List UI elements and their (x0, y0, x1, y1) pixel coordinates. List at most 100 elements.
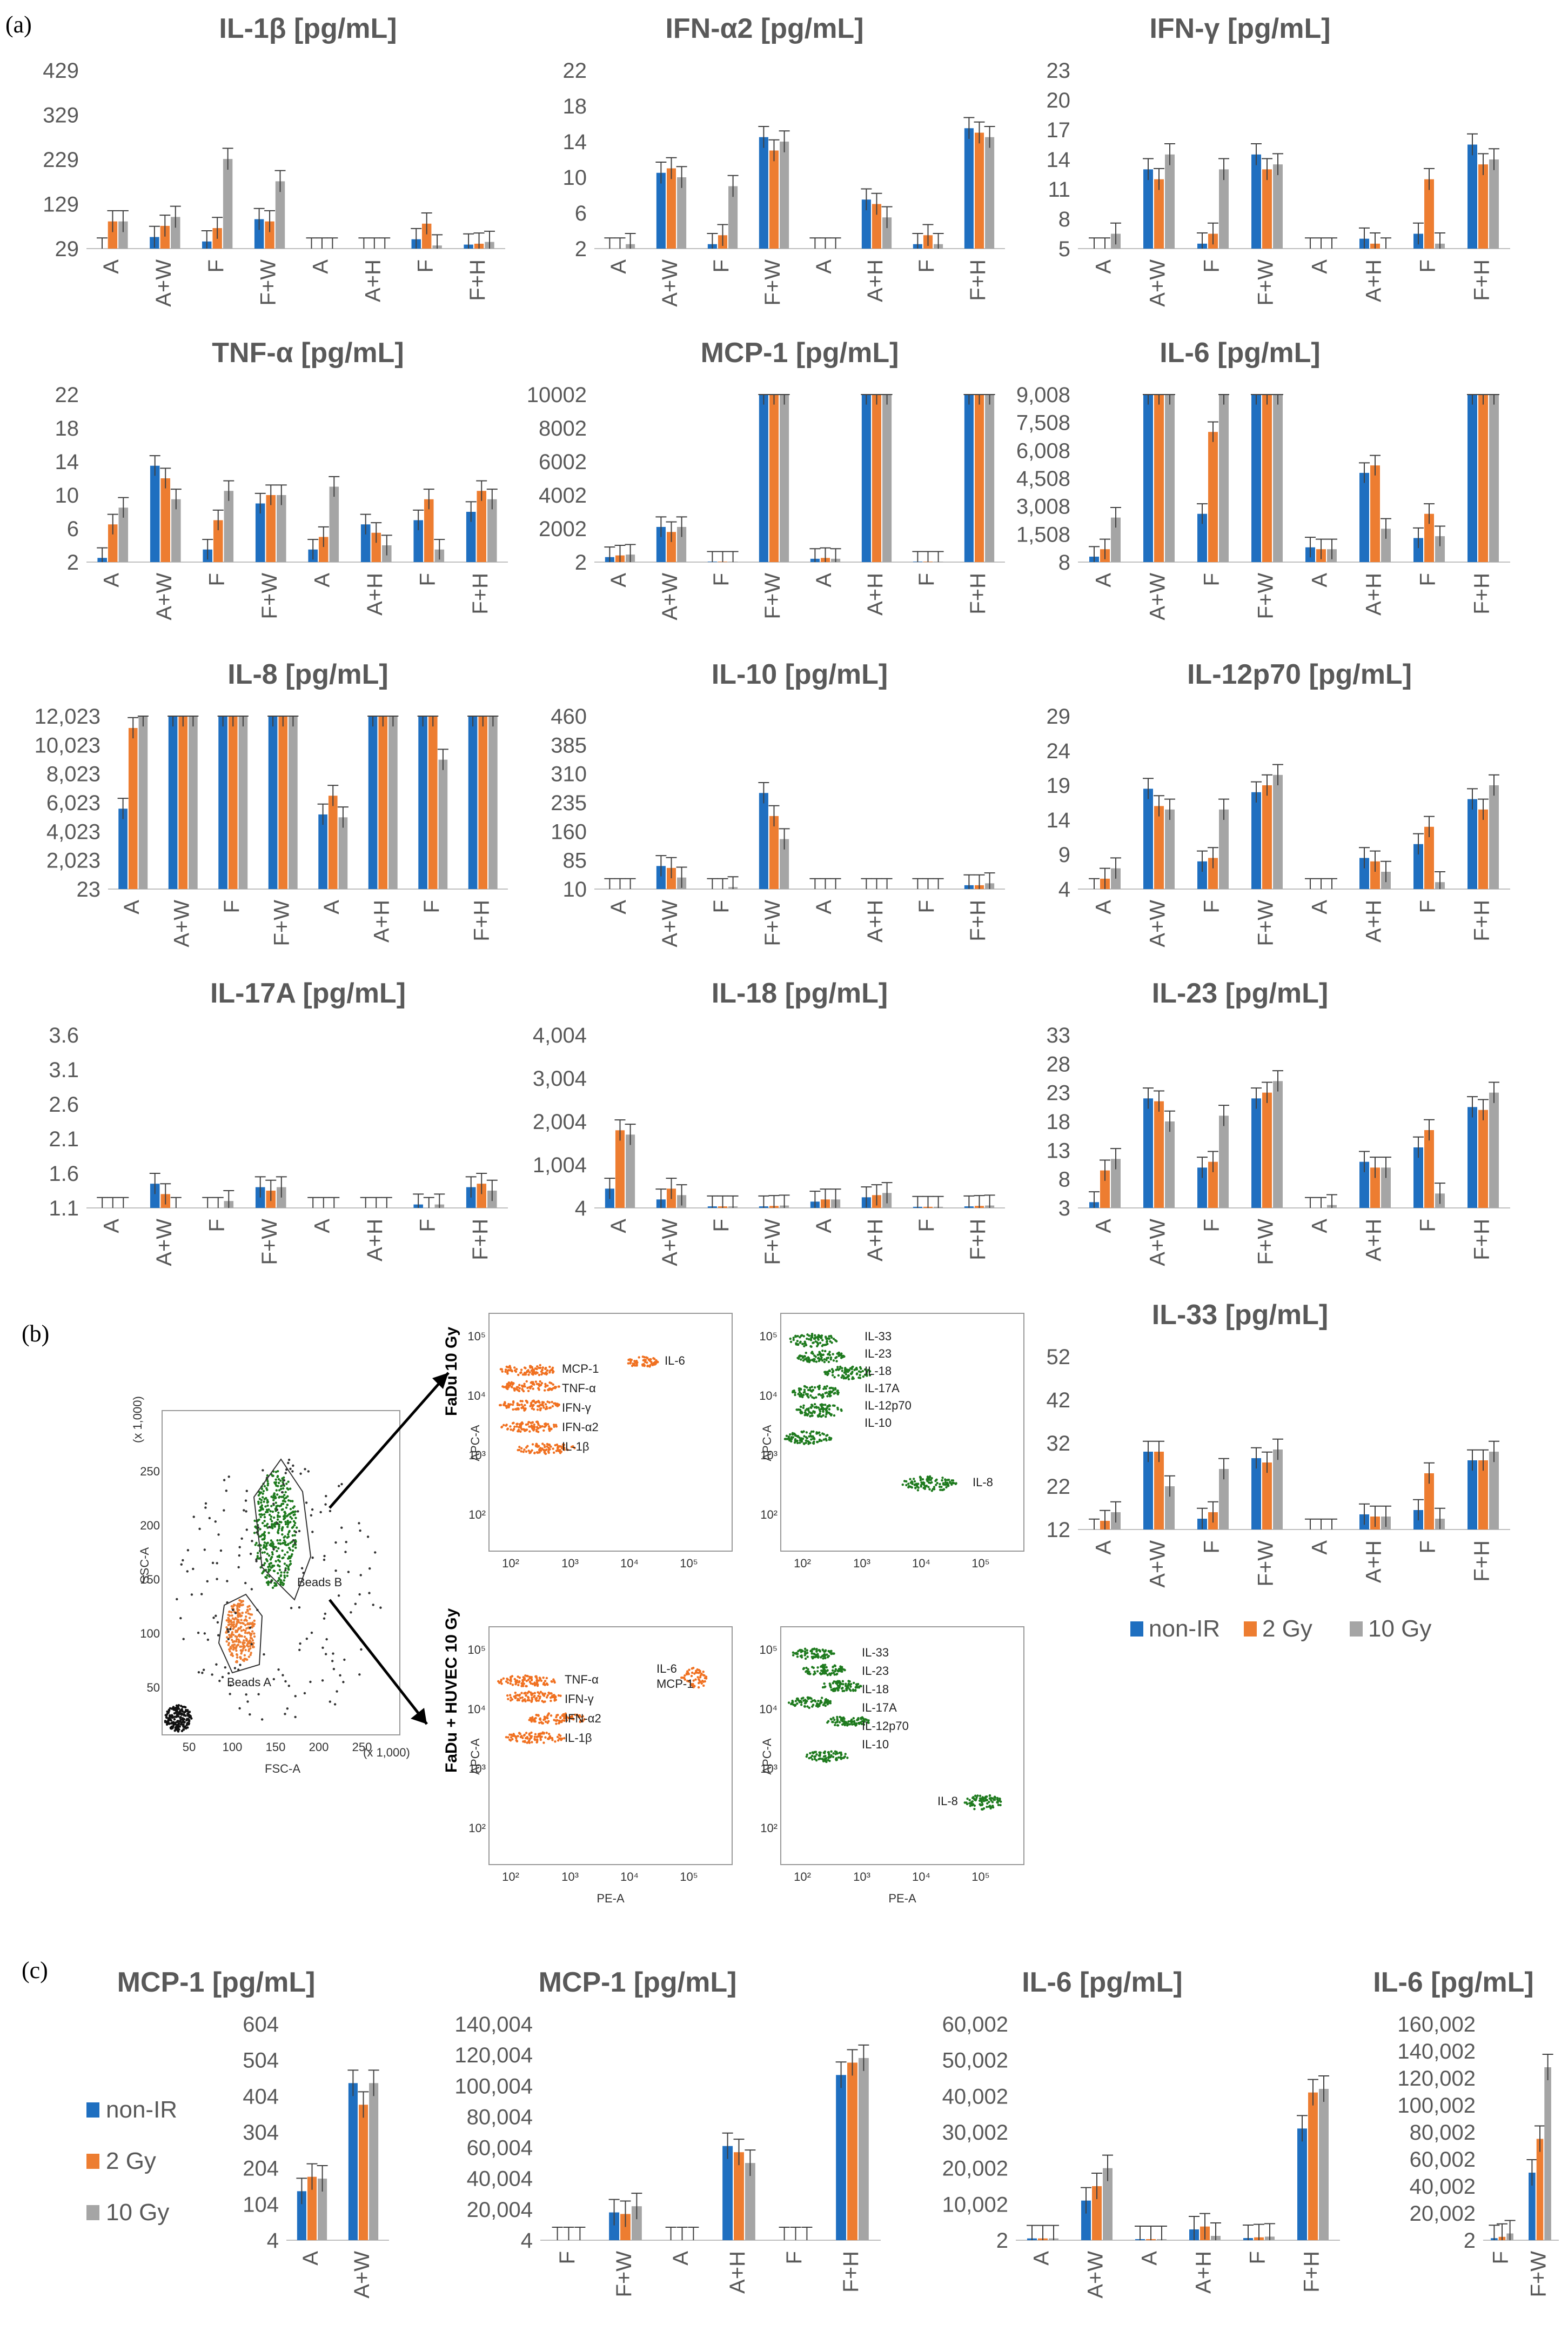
event-dot (511, 1422, 514, 1425)
event-dot (168, 1709, 171, 1712)
event-dot (233, 1643, 236, 1646)
main-x-tick: 50 (183, 1740, 196, 1754)
event-dot (530, 1693, 533, 1696)
event-dot (250, 1652, 252, 1654)
bar-il1b-3-1 (265, 221, 274, 249)
y-tick-label: 2 (575, 551, 587, 575)
event-dot (276, 1515, 279, 1518)
event-dot (379, 1606, 382, 1609)
event-dot (527, 1373, 530, 1376)
event-dot (323, 1558, 326, 1561)
bar-il8-5-0 (368, 716, 378, 889)
event-dot (825, 1415, 827, 1418)
event-dot (528, 1371, 531, 1374)
event-dot (533, 1695, 535, 1698)
event-dot (529, 1405, 532, 1407)
bar-il12p70-2-2 (1219, 809, 1229, 889)
event-dot (184, 1726, 187, 1729)
event-dot (515, 1368, 518, 1371)
event-dot (278, 1565, 281, 1568)
event-dot (513, 1389, 516, 1392)
x-category-label: F (413, 259, 437, 272)
event-dot (509, 1682, 512, 1685)
event-dot (259, 1528, 262, 1531)
event-dot (228, 1634, 231, 1637)
event-dot (192, 1515, 195, 1518)
event-dot (805, 1431, 808, 1434)
event-dot (577, 1715, 580, 1719)
event-dot (828, 1682, 831, 1685)
event-dot (242, 1659, 244, 1661)
bar-ifna2-1-1 (666, 168, 676, 249)
event-dot (511, 1738, 514, 1741)
arrow-head-row1 (432, 1373, 448, 1389)
event-dot (276, 1522, 279, 1525)
event-dot (867, 1721, 870, 1724)
event-dot (799, 1441, 801, 1444)
event-dot (261, 1496, 264, 1499)
event-dot (272, 1678, 276, 1681)
event-dot (826, 1395, 829, 1398)
event-dot (344, 1551, 347, 1553)
event-dot (286, 1521, 289, 1524)
event-dot (842, 1756, 846, 1759)
event-dot (324, 1653, 327, 1655)
event-dot (832, 1752, 835, 1755)
event-dot (932, 1488, 935, 1491)
event-dot (234, 1625, 237, 1628)
event-dot (830, 1386, 833, 1390)
event-dot (862, 1375, 865, 1378)
event-dot (821, 1665, 825, 1668)
event-dot (506, 1427, 510, 1430)
event-dot (868, 1370, 872, 1373)
event-dot (845, 1373, 848, 1376)
event-dot (524, 1700, 527, 1703)
event-dot (255, 1541, 258, 1545)
event-dot (979, 1803, 981, 1806)
event-dot (182, 1719, 185, 1722)
green-cluster (802, 1664, 846, 1677)
y-tick-label: 3 (1058, 1197, 1070, 1220)
event-dot (253, 1635, 256, 1638)
event-dot (229, 1650, 231, 1653)
event-dot (825, 1413, 828, 1415)
event-dot (808, 1672, 810, 1675)
bar-tnfa-6-1 (424, 499, 434, 562)
event-dot (806, 1337, 808, 1340)
x-category-label: A+H (726, 2251, 749, 2294)
event-dot (234, 1629, 237, 1632)
bar-mcp1-3-2 (780, 395, 789, 562)
event-dot (266, 1541, 269, 1545)
event-dot (938, 1485, 941, 1488)
event-dot (541, 1425, 544, 1428)
event-dot (231, 1639, 233, 1641)
event-dot (511, 1698, 514, 1701)
main-x-axis-label: FSC-A (265, 1762, 300, 1775)
event-dot (795, 1652, 798, 1655)
event-dot (537, 1422, 540, 1425)
event-dot (183, 1705, 186, 1708)
event-dot (794, 1704, 796, 1706)
event-dot (531, 1382, 534, 1385)
event-dot (540, 1373, 543, 1376)
log-y-tick: 10² (468, 1821, 486, 1835)
legend-c-label-10gy: 10 Gy (106, 2199, 169, 2226)
event-dot (554, 1402, 557, 1405)
bar-c_mcp1a-1-0 (348, 2083, 358, 2240)
event-dot (788, 1438, 792, 1441)
y-tick-label: 12,023 (35, 705, 100, 729)
legend-c-label-non-ir: non-IR (106, 2096, 177, 2123)
event-dot (502, 1386, 505, 1388)
event-dot (522, 1734, 526, 1737)
event-dot (248, 1617, 251, 1619)
bar-il18-0-1 (615, 1130, 625, 1208)
x-category-label: F (1416, 900, 1440, 913)
event-dot (814, 1672, 816, 1675)
event-dot (835, 1360, 838, 1362)
event-dot (266, 1480, 269, 1482)
event-dot (805, 1755, 808, 1758)
event-dot (833, 1673, 836, 1676)
event-dot (557, 1385, 560, 1388)
event-dot (329, 1510, 332, 1513)
event-dot (247, 1655, 251, 1658)
